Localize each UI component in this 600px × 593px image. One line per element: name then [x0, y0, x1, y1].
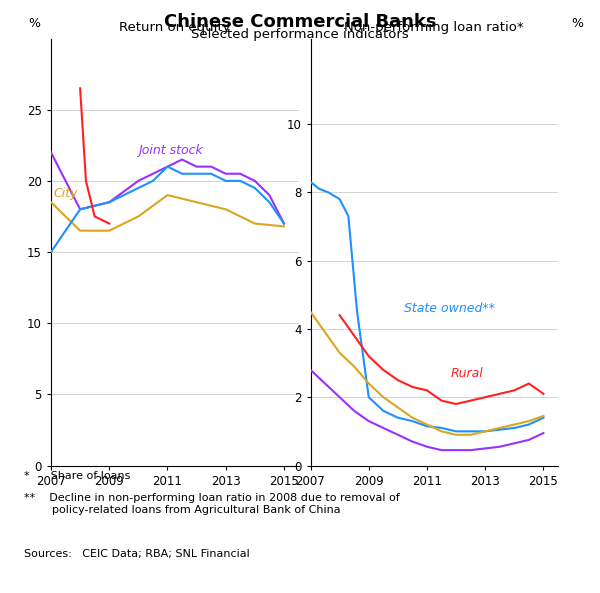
Text: Sources:   CEIC Data; RBA; SNL Financial: Sources: CEIC Data; RBA; SNL Financial [24, 549, 250, 559]
Text: Chinese Commercial Banks: Chinese Commercial Banks [164, 13, 436, 31]
Text: Return on equity: Return on equity [119, 21, 230, 34]
Text: Rural: Rural [450, 366, 483, 380]
Text: %: % [571, 17, 583, 30]
Text: State owned**: State owned** [404, 302, 494, 315]
Text: **    Decline in non-performing loan ratio in 2008 due to removal of
        pol: ** Decline in non-performing loan ratio … [24, 493, 400, 515]
Text: *      Share of loans: * Share of loans [24, 471, 130, 482]
Text: %: % [29, 17, 41, 30]
Text: Non-performing loan ratio*: Non-performing loan ratio* [344, 21, 524, 34]
Text: Selected performance indicators: Selected performance indicators [191, 28, 409, 42]
Text: Joint stock: Joint stock [139, 144, 203, 157]
Text: City: City [54, 187, 79, 199]
